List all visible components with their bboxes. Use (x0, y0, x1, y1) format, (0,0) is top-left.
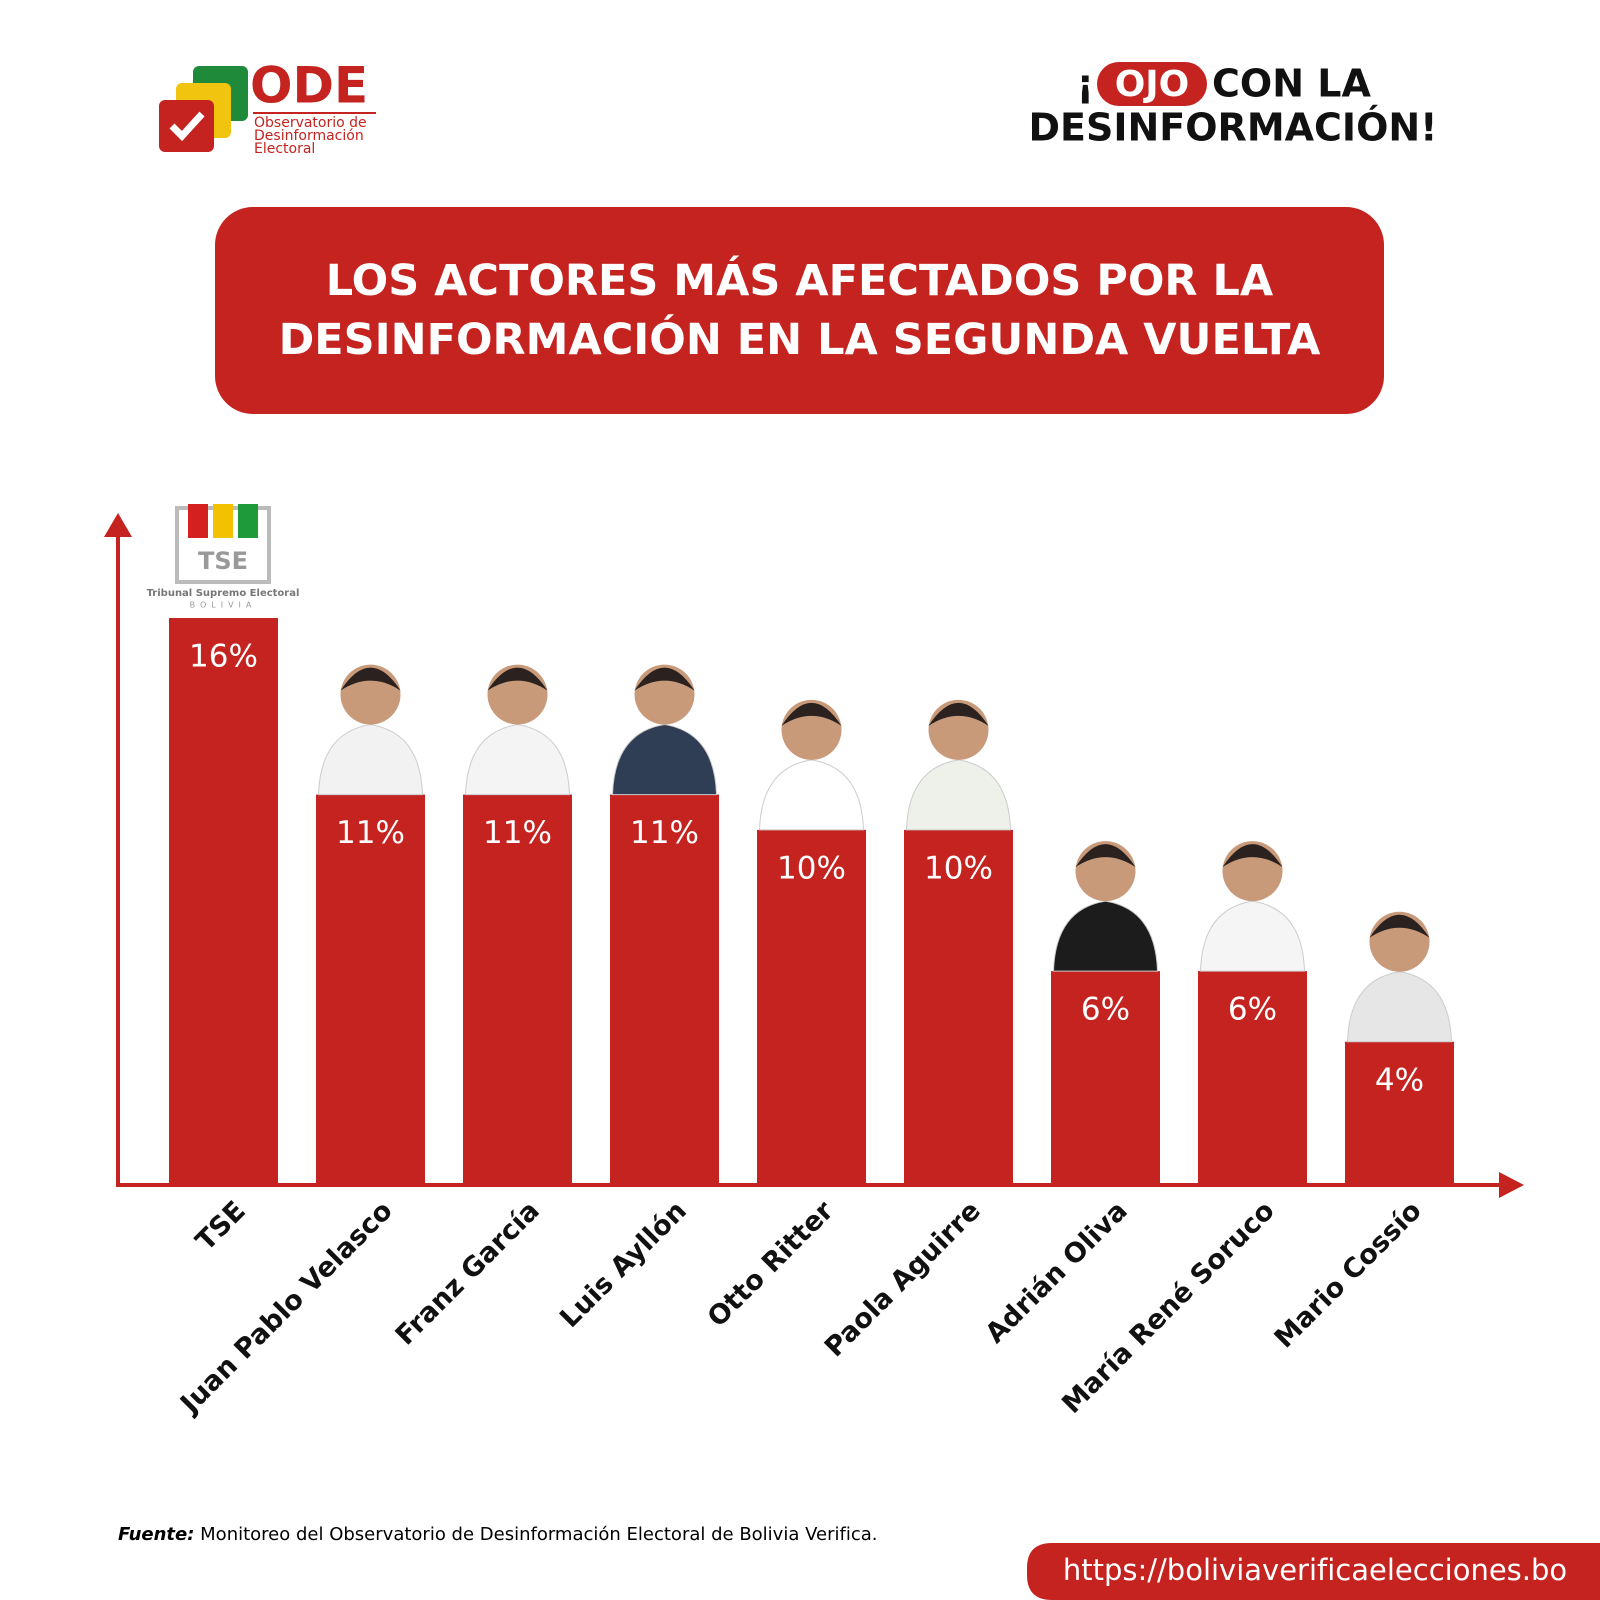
bar (904, 829, 1013, 1183)
logo-name: ODE (250, 57, 368, 115)
value-label: 11% (336, 815, 405, 851)
bar (316, 794, 425, 1183)
slogan-pill (1097, 62, 1207, 106)
bar (757, 829, 866, 1183)
tse-stripe (238, 504, 258, 538)
tse-acronym: TSE (198, 547, 248, 575)
source: Fuente: Monitoreo del Observatorio de De… (118, 1524, 877, 1545)
logo-check (169, 111, 205, 142)
url-box (1027, 1543, 1600, 1600)
portrait-hair (781, 702, 842, 726)
slogan-text: CON LA (1212, 62, 1371, 106)
x-tick-label: TSE (190, 1195, 252, 1257)
value-label: 4% (1375, 1062, 1424, 1098)
value-label: 11% (483, 815, 552, 851)
portrait-body (1052, 900, 1159, 972)
url: https://boliviaverificaelecciones.bo (1063, 1553, 1567, 1587)
portrait-hair (1075, 844, 1136, 868)
portrait-body (464, 724, 571, 796)
value-label: 10% (924, 850, 993, 886)
portrait-hair (487, 667, 548, 691)
value-label: 16% (189, 639, 258, 675)
portrait-body (317, 724, 424, 796)
logo-subtitle: Desinformación (254, 128, 364, 144)
x-tick-label: Mario Cossío (1269, 1195, 1428, 1354)
tse-logo: TSE Tribunal Supremo Electoral BOLIVIA (147, 504, 300, 610)
source-text: Monitoreo del Observatorio de Desinforma… (200, 1524, 877, 1545)
source-label: Fuente: (118, 1524, 194, 1545)
portrait-hair (634, 667, 695, 691)
logo-subtitle: Observatorio de (254, 115, 367, 131)
bar (169, 618, 278, 1183)
tse-stripe (188, 504, 208, 538)
bar (1051, 971, 1160, 1183)
value-label: 6% (1228, 992, 1277, 1028)
portrait-hair (1369, 914, 1430, 938)
tse-stripe (213, 504, 233, 538)
portrait-hair (928, 702, 989, 726)
x-tick-label: Franz García (390, 1195, 546, 1351)
portrait-body (1199, 900, 1306, 972)
bar (1345, 1041, 1454, 1183)
x-tick-label: Paola Aguirre (819, 1195, 987, 1363)
slogan-mark: ¡ (1077, 62, 1094, 106)
portrait-hair (1222, 844, 1283, 868)
chart-title: LOS ACTORES MÁS AFECTADOS POR LA DESINFO… (215, 207, 1384, 414)
bar (1198, 971, 1307, 1183)
slogan-text: DESINFORMACIÓN! (1028, 106, 1437, 150)
portrait-body (611, 724, 718, 796)
bar (463, 794, 572, 1183)
logo-subtitle: Electoral (254, 141, 315, 157)
bar (610, 794, 719, 1183)
value-label: 6% (1081, 992, 1130, 1028)
x-tick-label: Otto Ritter (702, 1195, 841, 1334)
value-label: 11% (630, 815, 699, 851)
portrait-body (905, 759, 1012, 831)
tse-country: BOLIVIA (190, 601, 257, 610)
portrait-body (1346, 971, 1453, 1043)
portrait-body (758, 759, 865, 831)
x-axis-arrow (1499, 1172, 1524, 1198)
x-tick-label: Adrián Oliva (980, 1195, 1134, 1349)
y-axis-arrow (104, 513, 132, 537)
slogan-highlight: OJO (1115, 64, 1190, 105)
portrait-hair (340, 667, 401, 691)
tse-name: Tribunal Supremo Electoral (147, 588, 300, 599)
value-label: 10% (777, 850, 846, 886)
x-tick-label: Luis Ayllón (554, 1195, 693, 1334)
